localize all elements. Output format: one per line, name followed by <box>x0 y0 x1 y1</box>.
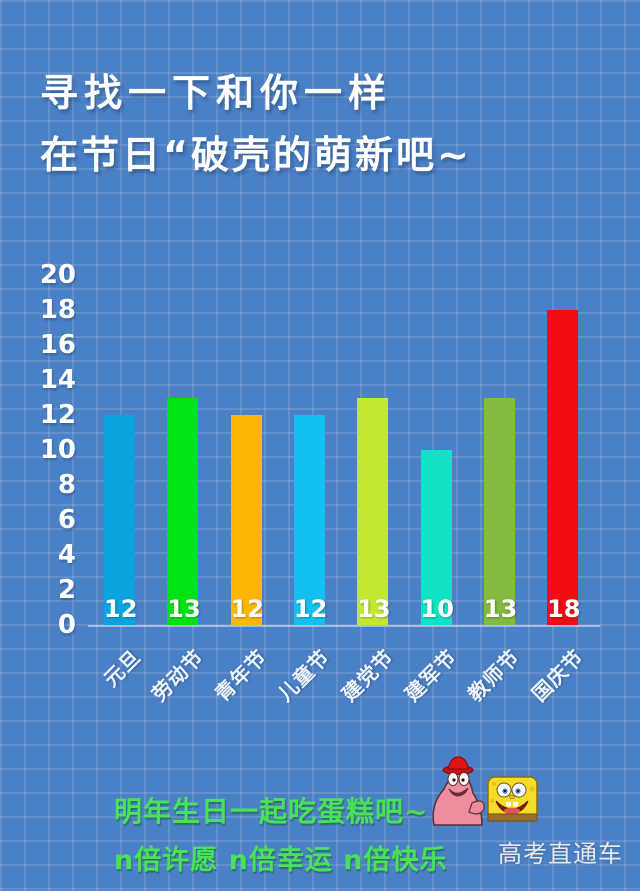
y-axis-tick-12: 12 <box>39 400 76 430</box>
y-axis-tick-14: 14 <box>39 365 76 395</box>
spongebob-nose <box>509 795 515 800</box>
y-axis-tick-4: 4 <box>57 540 76 570</box>
bar-value-label: 10 <box>420 595 454 623</box>
footer-message-line1: 明年生日一起吃蛋糕吧~ <box>114 795 429 828</box>
bar-value-label: 12 <box>230 595 264 623</box>
bar-建党节: 13 <box>357 397 391 625</box>
x-axis-label-建军节: 建军节 <box>400 644 462 707</box>
x-axis-label-国庆节: 国庆节 <box>526 644 589 707</box>
y-axis-tick-18: 18 <box>39 295 76 325</box>
patrick-hat-top <box>447 756 469 770</box>
bar-value-label: 13 <box>357 595 391 623</box>
spongebob-patrick-sticker <box>432 756 538 826</box>
bar-儿童节: 12 <box>293 415 328 625</box>
x-axis-label-劳动节: 劳动节 <box>146 644 209 707</box>
poster-title-line1: 寻找一下和你一样 <box>40 71 393 115</box>
poster-title-line2: 在节日“破壳的萌新吧~ <box>40 133 472 177</box>
bar-value-label: 13 <box>167 595 201 623</box>
bar-劳动节: 13 <box>167 397 201 625</box>
bar-value-label: 12 <box>104 595 138 623</box>
spongebob-tongue <box>504 807 520 815</box>
bar-建军节: 10 <box>420 450 454 625</box>
y-axis-tick-20: 20 <box>39 260 76 290</box>
y-axis-tick-0: 0 <box>57 610 76 640</box>
y-axis-tick-8: 8 <box>57 470 76 500</box>
y-axis-tick-2: 2 <box>57 575 76 605</box>
bar-元旦: 12 <box>104 415 138 625</box>
x-axis-label-元旦: 元旦 <box>98 644 146 692</box>
x-axis-label-儿童节: 儿童节 <box>273 644 335 707</box>
bar-value-label: 12 <box>293 595 328 623</box>
y-axis-tick-10: 10 <box>39 435 76 465</box>
patrick-arm <box>468 800 485 815</box>
x-axis-label-建党节: 建党节 <box>336 644 399 707</box>
watermark-text: 高考直通车 <box>498 840 623 868</box>
y-axis-tick-16: 16 <box>39 330 76 360</box>
y-axis-tick-6: 6 <box>57 505 76 535</box>
spongebob-pants <box>487 813 538 822</box>
x-axis-label-青年节: 青年节 <box>210 644 272 707</box>
x-axis-label-教师节: 教师节 <box>463 644 525 707</box>
bar-教师节: 13 <box>483 397 518 625</box>
bar-国庆节: 18 <box>547 310 581 625</box>
x-axis-line <box>88 625 600 627</box>
bar-value-label: 13 <box>483 595 518 623</box>
bar-value-label: 18 <box>547 595 581 623</box>
footer-message-line2: n倍许愿 n倍幸运 n倍快乐 <box>114 845 448 876</box>
patrick-mouth <box>448 787 469 797</box>
bar-青年节: 12 <box>230 415 264 625</box>
